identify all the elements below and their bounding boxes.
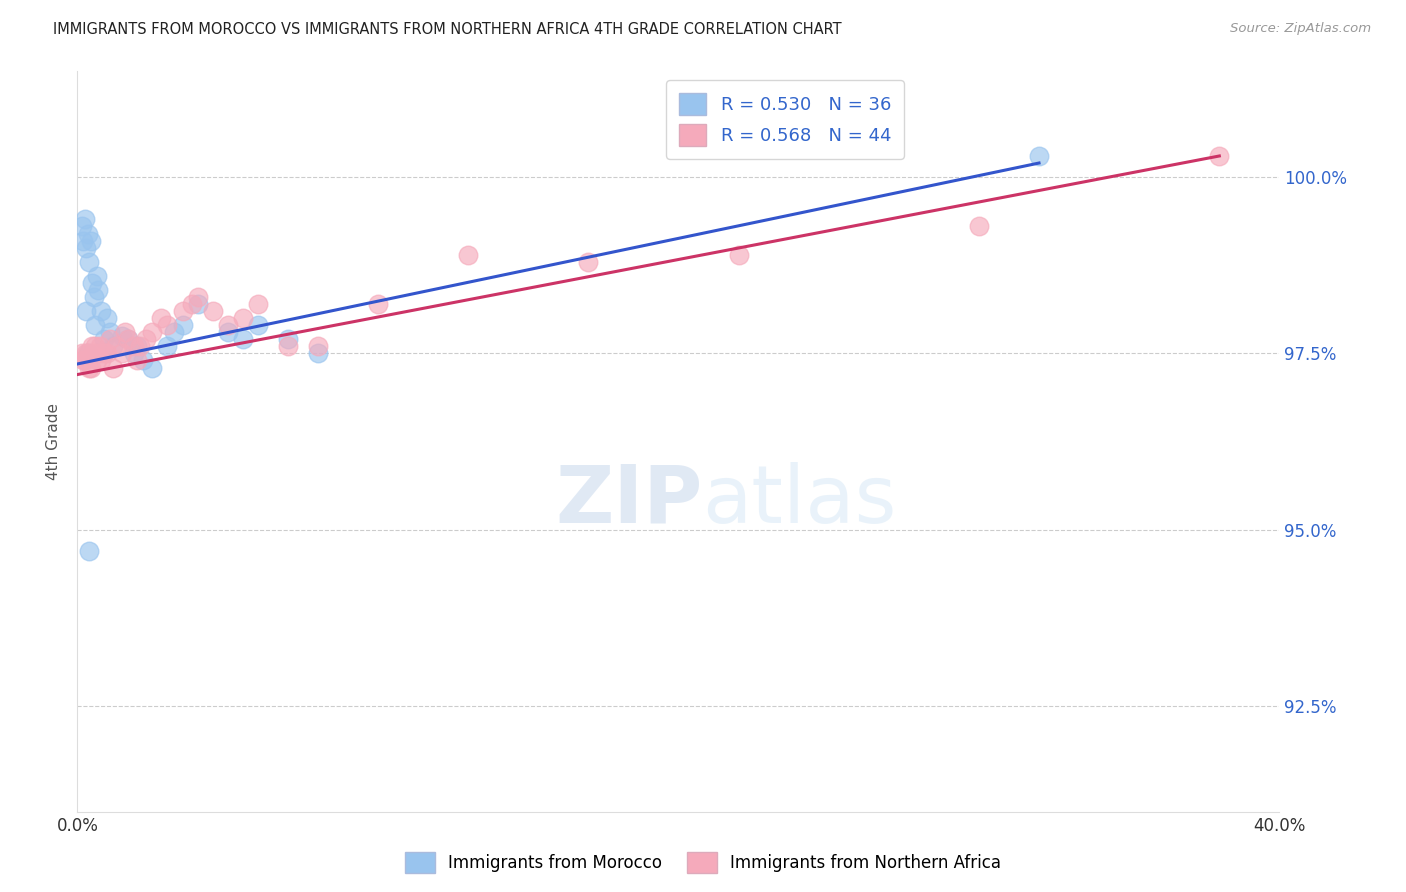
Point	[111, 328, 134, 343]
Point	[307, 339, 329, 353]
Point	[79, 254, 101, 268]
Point	[87, 346, 110, 360]
Text: atlas: atlas	[703, 462, 897, 540]
Point	[70, 346, 93, 360]
Legend: Immigrants from Morocco, Immigrants from Northern Africa: Immigrants from Morocco, Immigrants from…	[398, 846, 1008, 880]
Point	[277, 332, 299, 346]
Point	[105, 339, 128, 353]
Point	[1028, 149, 1050, 163]
Point	[83, 346, 105, 360]
Point	[232, 332, 254, 346]
Point	[576, 254, 599, 268]
Point	[73, 353, 96, 368]
Point	[141, 360, 163, 375]
Point	[162, 325, 184, 339]
Point	[73, 212, 96, 227]
Point	[246, 297, 269, 311]
Point	[217, 325, 239, 339]
Y-axis label: 4th Grade: 4th Grade	[46, 403, 62, 480]
Text: ZIP: ZIP	[555, 462, 703, 540]
Point	[100, 325, 122, 339]
Point	[83, 290, 105, 304]
Point	[246, 318, 269, 333]
Point	[117, 332, 139, 346]
Point	[135, 332, 157, 346]
Point	[1208, 149, 1230, 163]
Point	[72, 353, 94, 368]
Point	[86, 268, 108, 283]
Point	[129, 339, 152, 353]
Point	[141, 325, 163, 339]
Point	[76, 346, 98, 360]
Point	[132, 353, 155, 368]
Point	[114, 325, 136, 339]
Point	[76, 227, 98, 241]
Text: Source: ZipAtlas.com: Source: ZipAtlas.com	[1230, 22, 1371, 36]
Point	[96, 311, 118, 326]
Point	[150, 311, 173, 326]
Point	[124, 346, 146, 360]
Point	[79, 360, 101, 375]
Point	[180, 297, 202, 311]
Point	[89, 339, 111, 353]
Point	[87, 283, 110, 297]
Point	[967, 219, 990, 234]
Point	[90, 353, 112, 368]
Point	[84, 318, 107, 333]
Point	[127, 339, 149, 353]
Point	[86, 353, 108, 368]
Point	[82, 339, 104, 353]
Point	[82, 276, 104, 290]
Point	[93, 346, 115, 360]
Point	[84, 339, 107, 353]
Point	[172, 304, 194, 318]
Point	[307, 346, 329, 360]
Point	[117, 332, 139, 346]
Point	[727, 248, 749, 262]
Point	[103, 360, 125, 375]
Point	[232, 311, 254, 326]
Point	[76, 346, 98, 360]
Point	[172, 318, 194, 333]
Point	[124, 339, 146, 353]
Point	[217, 318, 239, 333]
Point	[75, 241, 97, 255]
Point	[187, 290, 209, 304]
Point	[93, 332, 115, 346]
Point	[277, 339, 299, 353]
Point	[156, 339, 179, 353]
Point	[111, 346, 134, 360]
Text: IMMIGRANTS FROM MOROCCO VS IMMIGRANTS FROM NORTHERN AFRICA 4TH GRADE CORRELATION: IMMIGRANTS FROM MOROCCO VS IMMIGRANTS FR…	[53, 22, 842, 37]
Point	[80, 234, 103, 248]
Point	[75, 304, 97, 318]
Point	[72, 234, 94, 248]
Point	[96, 346, 118, 360]
Legend: R = 0.530   N = 36, R = 0.568   N = 44: R = 0.530 N = 36, R = 0.568 N = 44	[666, 80, 904, 159]
Point	[367, 297, 389, 311]
Point	[90, 304, 112, 318]
Point	[457, 248, 479, 262]
Point	[187, 297, 209, 311]
Point	[201, 304, 224, 318]
Point	[127, 353, 149, 368]
Point	[103, 339, 125, 353]
Point	[156, 318, 179, 333]
Point	[80, 360, 103, 375]
Point	[75, 346, 97, 360]
Point	[79, 544, 101, 558]
Point	[70, 219, 93, 234]
Point	[100, 332, 122, 346]
